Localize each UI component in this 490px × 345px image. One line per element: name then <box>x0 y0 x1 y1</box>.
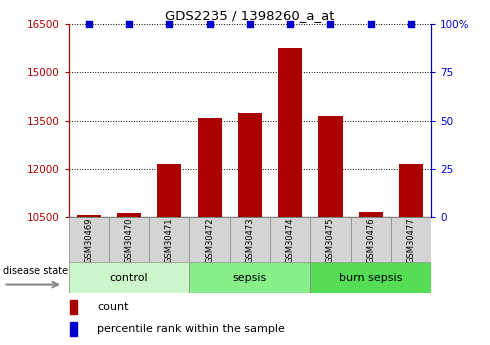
Bar <box>190 262 310 293</box>
Bar <box>351 217 391 262</box>
Bar <box>318 116 343 217</box>
Bar <box>70 300 77 314</box>
Bar <box>197 118 221 217</box>
Text: burn sepsis: burn sepsis <box>339 273 402 283</box>
Bar <box>117 213 141 217</box>
Text: GSM30469: GSM30469 <box>84 217 93 263</box>
Text: disease state: disease state <box>3 266 69 276</box>
Bar <box>69 217 109 262</box>
Bar <box>70 322 77 336</box>
Bar <box>238 113 262 217</box>
Point <box>286 21 294 27</box>
Bar <box>391 217 431 262</box>
Point <box>125 21 133 27</box>
Title: GDS2235 / 1398260_a_at: GDS2235 / 1398260_a_at <box>165 9 335 22</box>
Point <box>407 21 415 27</box>
Point <box>367 21 375 27</box>
Bar <box>310 262 431 293</box>
Text: GSM30474: GSM30474 <box>286 217 294 263</box>
Text: GSM30472: GSM30472 <box>205 217 214 263</box>
Bar <box>278 48 302 217</box>
Bar <box>190 217 230 262</box>
Bar <box>149 217 190 262</box>
Text: GSM30473: GSM30473 <box>245 217 254 263</box>
Point <box>206 21 214 27</box>
Point <box>246 21 254 27</box>
Text: GSM30470: GSM30470 <box>124 217 134 263</box>
Bar <box>69 262 190 293</box>
Bar <box>359 211 383 217</box>
Bar <box>76 215 101 217</box>
Bar <box>399 164 423 217</box>
Text: count: count <box>97 302 128 312</box>
Bar <box>270 217 310 262</box>
Point <box>166 21 173 27</box>
Bar <box>109 217 149 262</box>
Text: sepsis: sepsis <box>233 273 267 283</box>
Bar <box>310 217 351 262</box>
Point <box>326 21 334 27</box>
Text: percentile rank within the sample: percentile rank within the sample <box>97 324 285 334</box>
Text: GSM30475: GSM30475 <box>326 217 335 263</box>
Bar <box>230 217 270 262</box>
Text: GSM30477: GSM30477 <box>407 217 416 263</box>
Text: GSM30471: GSM30471 <box>165 217 174 263</box>
Text: control: control <box>110 273 148 283</box>
Point <box>85 21 93 27</box>
Bar <box>157 164 181 217</box>
Text: GSM30476: GSM30476 <box>366 217 375 263</box>
